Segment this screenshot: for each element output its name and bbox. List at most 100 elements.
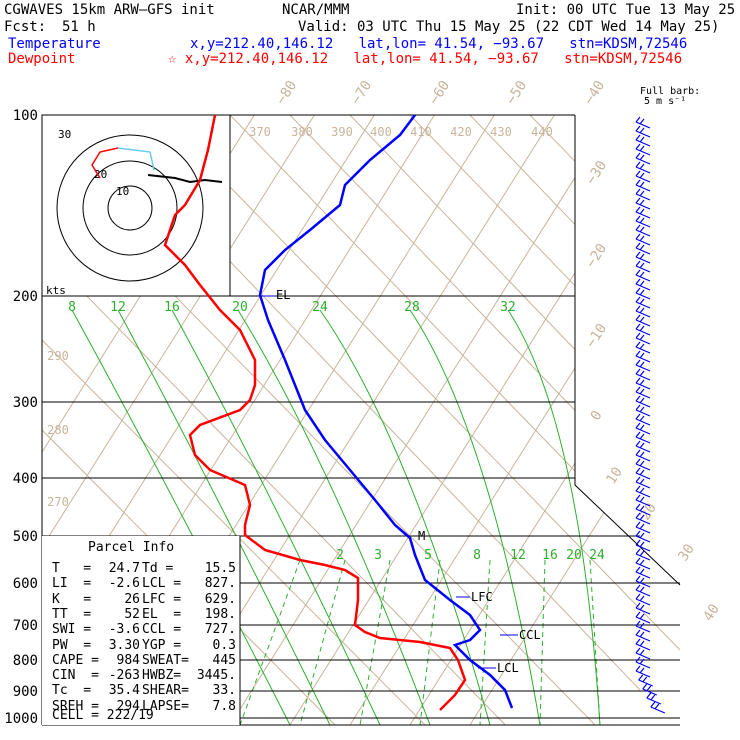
parcel-value: 294	[116, 698, 140, 714]
pressure-tick: 700	[13, 618, 38, 634]
wind-barb	[635, 665, 651, 678]
wind-barb	[635, 431, 651, 444]
wind-barb	[635, 440, 651, 453]
isotherm-label: −70	[348, 78, 375, 108]
parcel-label: Tc =	[52, 683, 92, 699]
parcel-cell: CELL = 222/19	[52, 708, 154, 723]
wind-barb	[635, 530, 651, 543]
mixing-ratio-label: 5	[424, 548, 432, 563]
forecast-label: Fcst:	[4, 19, 47, 35]
theta-labels: 370 380 390 400 410 420 430 440 290 280 …	[47, 125, 553, 509]
theta-label: 430	[490, 125, 512, 139]
temperature-location: x,y=212.40,146.12 lat,lon= 41.54, −93.67…	[190, 36, 688, 52]
mixing-ratio-label: 28	[404, 300, 420, 315]
theta-label: 410	[410, 125, 432, 139]
pressure-tick: 900	[13, 684, 38, 700]
mixing-ratio-label: 24	[589, 548, 605, 563]
mixing-ratio-labels: 8 12 16 20 24 28 32 2 3 5 8 12 16 20 24	[68, 300, 605, 563]
wind-barb	[635, 566, 651, 579]
parcel-label: LCL =	[142, 576, 182, 592]
wind-barb	[635, 197, 651, 210]
parcel-label: SWI =	[52, 622, 92, 638]
mixing-ratio-label: 24	[312, 300, 328, 315]
dewpoint-trace	[163, 114, 467, 711]
moist-adiabat-lines	[239, 559, 601, 725]
hodograph-trace-upper	[147, 174, 223, 184]
parcel-label: SHEAR=	[142, 683, 189, 699]
theta-label: 440	[531, 125, 553, 139]
wind-barb	[635, 134, 651, 147]
wind-barb	[635, 467, 651, 480]
ccl-label: CCL	[519, 628, 541, 642]
wind-barb	[635, 368, 651, 381]
hodograph-ring-label: 10	[116, 185, 129, 198]
isotherm-label: −20	[583, 241, 610, 271]
wind-barb	[635, 323, 651, 336]
hodograph-ring-label: 30	[58, 128, 71, 141]
wind-barb	[635, 557, 651, 570]
wind-barb	[635, 449, 651, 462]
org-label: NCAR/MMM	[282, 2, 350, 18]
mixing-ratio-label: 3	[374, 548, 382, 563]
parcel-label: SWEAT=	[142, 652, 189, 668]
mixing-ratio-label: 16	[164, 300, 180, 315]
pressure-tick: 100	[13, 108, 38, 124]
parcel-value: 445	[212, 652, 236, 668]
parcel-value: -2.6	[108, 576, 140, 592]
parcel-value: -3.6	[108, 622, 140, 638]
temperature-legend: Temperature	[8, 36, 101, 52]
theta-label: 280	[47, 423, 69, 437]
forecast-hour: 51 h	[62, 19, 96, 35]
parcel-label: CCL =	[142, 622, 182, 638]
theta-label: 290	[47, 349, 69, 363]
hodograph-frame	[41, 114, 231, 297]
pressure-tick: 800	[13, 653, 38, 669]
el-label: EL	[276, 288, 290, 302]
parcel-value: 727.	[204, 622, 236, 638]
parcel-label: TT =	[52, 606, 92, 622]
parcel-value: 0.3	[212, 637, 236, 653]
isotherm-label: 20	[637, 500, 660, 523]
wind-barb	[635, 521, 651, 534]
dewpoint-location: ☆ x,y=212.40,146.12 lat,lon= 41.54, −93.…	[168, 51, 683, 67]
mixing-ratio-label: 8	[68, 300, 76, 315]
wind-barb	[635, 314, 651, 327]
wind-barb	[635, 512, 651, 525]
isotherm-label: −30	[583, 158, 610, 188]
isotherm-label: −50	[503, 78, 530, 108]
wind-barb	[635, 575, 651, 588]
wind-barb	[635, 188, 651, 201]
wind-barb	[646, 692, 662, 705]
wind-barb	[635, 233, 651, 246]
isotherm-label: −60	[426, 78, 453, 108]
wind-barb	[635, 611, 651, 624]
wind-barb	[635, 242, 651, 255]
parcel-info-box	[42, 536, 240, 725]
theta-label: 270	[47, 495, 69, 509]
parcel-value: 33.	[212, 683, 236, 699]
dewpoint-legend: Dewpoint	[8, 51, 76, 67]
wind-barb	[635, 260, 651, 273]
parcel-label: K =	[52, 591, 92, 607]
wind-barb	[635, 485, 651, 498]
wind-barb	[635, 251, 651, 264]
wind-barb	[635, 359, 651, 372]
wind-barb	[635, 404, 651, 417]
valid-time: Valid: 03 UTC Thu 15 May 25 (22 CDT Wed …	[298, 19, 720, 35]
wind-barb	[650, 701, 666, 714]
parcel-value: 984	[116, 652, 140, 668]
isotherm-label: 30	[675, 541, 698, 564]
mixing-ratio-lines	[71, 309, 601, 725]
mixing-ratio-label: 20	[232, 300, 248, 315]
wind-barb	[635, 161, 651, 174]
barb-legend-title: Full barb:	[640, 86, 701, 97]
pressure-tick: 1000	[4, 711, 38, 727]
wind-barb	[642, 683, 657, 696]
parcel-value: 35.4	[108, 683, 140, 699]
wind-barb	[635, 215, 651, 228]
wind-barb	[635, 377, 651, 390]
mixing-ratio-label: 12	[510, 548, 526, 563]
parcel-label: CIN =	[52, 668, 99, 684]
wind-barb	[635, 413, 651, 426]
hodograph-trace-mid	[117, 147, 155, 171]
